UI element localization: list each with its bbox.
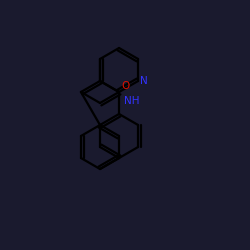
Text: NH: NH xyxy=(124,96,139,106)
Text: O: O xyxy=(121,81,129,91)
Text: N: N xyxy=(140,76,148,86)
